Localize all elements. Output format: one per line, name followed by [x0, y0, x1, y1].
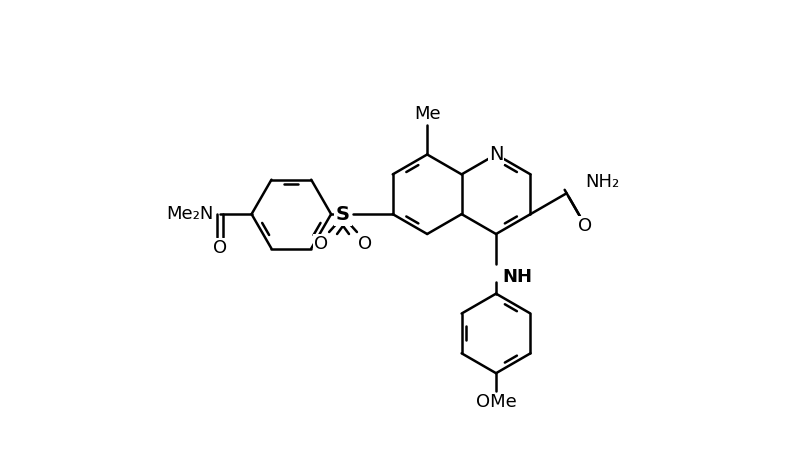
Text: Me₂N: Me₂N	[166, 205, 214, 223]
Text: OMe: OMe	[476, 393, 516, 411]
Text: O: O	[213, 239, 227, 257]
Text: N: N	[489, 145, 503, 164]
Text: Me: Me	[414, 105, 440, 123]
Text: NH₂: NH₂	[585, 173, 620, 191]
Text: O: O	[358, 235, 372, 253]
Text: S: S	[336, 205, 350, 224]
Text: O: O	[578, 217, 592, 235]
Text: O: O	[314, 235, 328, 253]
Text: NH: NH	[502, 268, 532, 286]
